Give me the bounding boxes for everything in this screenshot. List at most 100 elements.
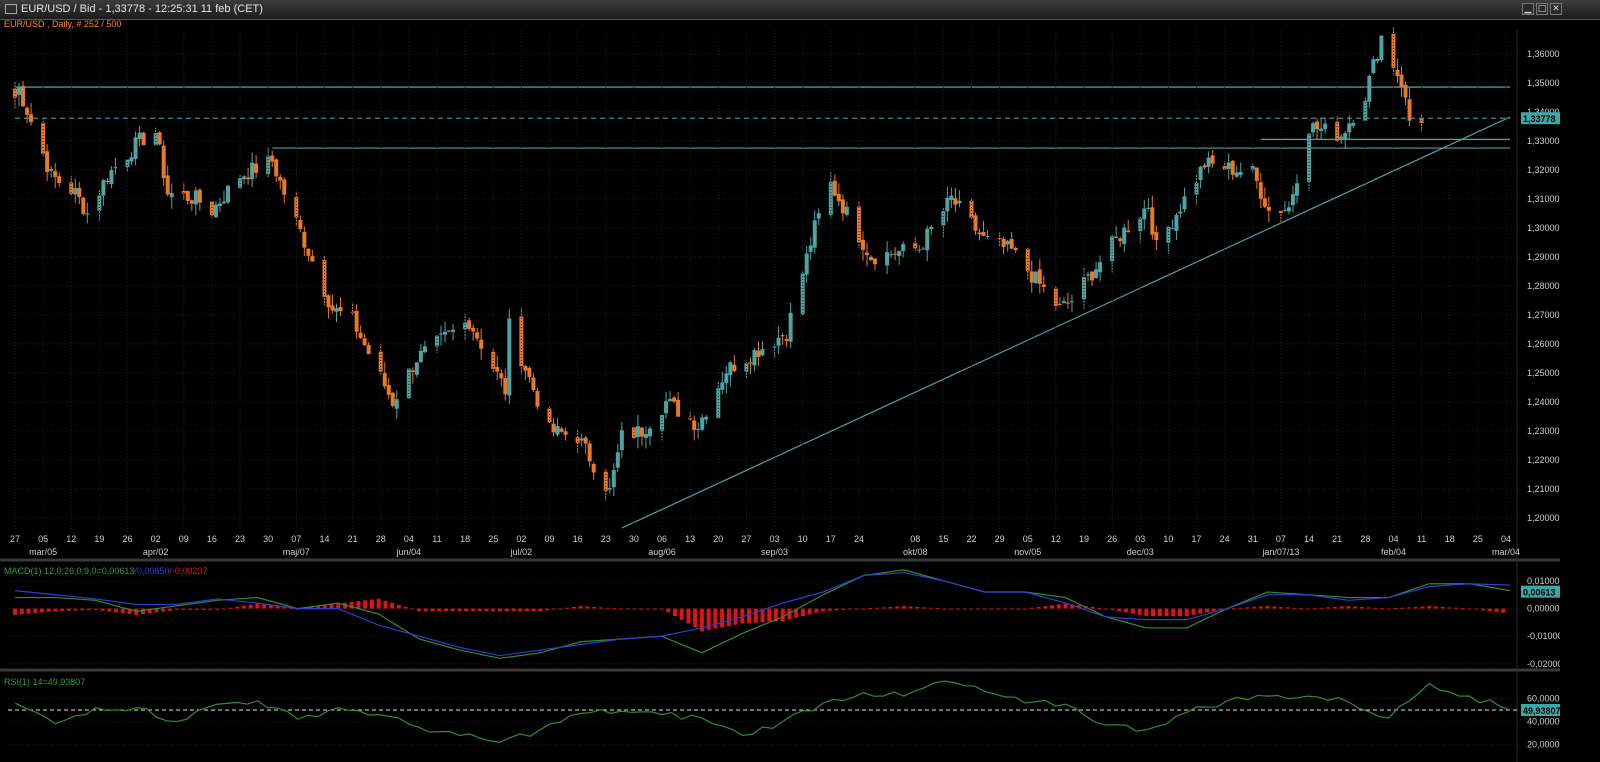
macd-histogram-bar bbox=[1171, 608, 1176, 617]
macd-histogram-bar bbox=[1009, 608, 1014, 610]
price-tick-label: 1,34000 bbox=[1527, 107, 1560, 117]
macd-histogram-bar bbox=[491, 608, 496, 612]
macd-histogram-bar bbox=[1103, 608, 1108, 610]
macd-histogram-bar bbox=[120, 608, 125, 614]
candle-body bbox=[728, 362, 733, 376]
candle-body bbox=[1319, 128, 1324, 131]
candle-body bbox=[1126, 230, 1131, 233]
candle-body bbox=[499, 373, 504, 379]
candle-body bbox=[957, 200, 962, 204]
macd-value-label: 0,00613 bbox=[1523, 588, 1556, 598]
date-tick-label: 29 bbox=[995, 534, 1005, 544]
candle-body bbox=[1069, 301, 1074, 303]
macd-header-part: -0,00237 bbox=[172, 566, 208, 576]
rsi-header-part: RSI(1) 14= bbox=[4, 677, 48, 687]
macd-histogram-bar bbox=[201, 608, 206, 610]
date-tick-label: 30 bbox=[263, 534, 273, 544]
macd-histogram-bar bbox=[551, 608, 556, 610]
macd-histogram-bar bbox=[733, 608, 738, 625]
candle-body bbox=[109, 170, 114, 185]
macd-histogram-bar bbox=[538, 608, 543, 612]
candle-body bbox=[322, 259, 327, 297]
candle-body bbox=[221, 201, 226, 204]
candle-body bbox=[856, 206, 861, 243]
chart-subtitle: EUR/USD , Daily, # 252 / 500 bbox=[4, 19, 122, 29]
candle-body bbox=[1057, 303, 1062, 305]
line-uptrend[interactable] bbox=[621, 116, 1511, 529]
date-tick-label: 28 bbox=[1360, 534, 1370, 544]
candle-body bbox=[784, 338, 789, 341]
candle-body bbox=[676, 399, 681, 417]
date-tick-label: 26 bbox=[1107, 534, 1117, 544]
macd-histogram-bar bbox=[1198, 608, 1203, 614]
candle-body bbox=[1254, 167, 1259, 181]
minimize-button[interactable]: ▁ bbox=[1522, 3, 1534, 15]
macd-histogram-bar bbox=[1097, 607, 1102, 609]
candle-body bbox=[611, 469, 616, 488]
macd-histogram-bar bbox=[928, 607, 933, 609]
candle-body bbox=[1061, 301, 1066, 304]
candle-body bbox=[29, 114, 34, 123]
macd-histogram-bar bbox=[1380, 608, 1385, 610]
candle-body bbox=[1009, 238, 1014, 249]
candle-body bbox=[105, 181, 110, 183]
candle-body bbox=[1307, 133, 1312, 182]
candle-body bbox=[1001, 238, 1006, 247]
macd-histogram-bar bbox=[1487, 608, 1492, 612]
macd-histogram-bar bbox=[868, 608, 873, 610]
candle-body bbox=[1403, 84, 1408, 98]
candle-body bbox=[1339, 136, 1344, 139]
macd-histogram-bar bbox=[713, 608, 718, 629]
candle-body bbox=[326, 295, 331, 308]
candle-body bbox=[1311, 123, 1316, 133]
maximize-button[interactable]: □ bbox=[1536, 3, 1548, 15]
candle-body bbox=[25, 107, 30, 115]
candle-body bbox=[1230, 160, 1235, 175]
candle-body bbox=[917, 249, 922, 251]
candle-body bbox=[760, 348, 765, 356]
candle-body bbox=[354, 310, 359, 332]
macd-histogram-bar bbox=[1056, 604, 1061, 609]
candle-body bbox=[1178, 211, 1183, 214]
macd-histogram-bar bbox=[511, 608, 516, 612]
macd-histogram-bar bbox=[1427, 606, 1432, 609]
candle-body bbox=[390, 392, 395, 406]
macd-histogram-bar bbox=[565, 607, 570, 609]
macd-histogram-bar bbox=[60, 608, 65, 611]
candle-body bbox=[716, 388, 721, 419]
month-tick-label: nov/05 bbox=[1014, 547, 1041, 557]
macd-histogram-bar bbox=[443, 608, 448, 612]
macd-histogram-bar bbox=[854, 608, 859, 610]
macd-histogram-bar bbox=[336, 603, 341, 609]
date-tick-label: 05 bbox=[38, 534, 48, 544]
last-price-label: 1,33778 bbox=[1523, 114, 1556, 124]
date-tick-label: 04 bbox=[404, 534, 414, 544]
candle-body bbox=[551, 423, 556, 433]
macd-histogram-bar bbox=[1332, 606, 1337, 609]
candle-body bbox=[724, 373, 729, 384]
close-button[interactable]: ✕ bbox=[1550, 3, 1562, 15]
candle-body bbox=[1262, 198, 1267, 207]
candle-body bbox=[1335, 121, 1340, 141]
macd-histogram-bar bbox=[639, 608, 644, 610]
candle-body bbox=[1150, 207, 1155, 235]
macd-histogram-bar bbox=[666, 608, 671, 613]
candle-body bbox=[57, 176, 62, 183]
date-tick-label: 31 bbox=[1248, 534, 1258, 544]
macd-histogram-bar bbox=[1460, 608, 1465, 610]
candle-body bbox=[1198, 166, 1203, 181]
candle-body bbox=[973, 215, 978, 231]
candle-body bbox=[1029, 271, 1034, 283]
macd-histogram-bar bbox=[780, 608, 785, 622]
candle-body bbox=[507, 318, 512, 396]
date-tick-label: 27 bbox=[10, 534, 20, 544]
candle-body bbox=[1367, 75, 1372, 102]
macd-histogram-bar bbox=[699, 608, 704, 631]
candle-body bbox=[836, 193, 841, 202]
macd-histogram-bar bbox=[834, 608, 839, 611]
macd-histogram-bar bbox=[841, 608, 846, 610]
macd-histogram-bar bbox=[262, 604, 267, 609]
candle-body bbox=[1182, 196, 1187, 210]
candle-body bbox=[503, 378, 508, 395]
